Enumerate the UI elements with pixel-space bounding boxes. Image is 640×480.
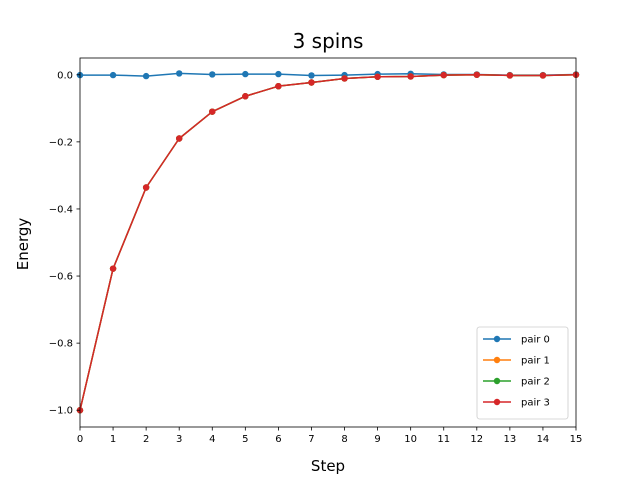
x-tick-label: 9 (374, 434, 380, 445)
legend-entry: pair 0 (483, 335, 550, 346)
x-tick-label: 7 (308, 434, 314, 445)
legend-entry: pair 2 (483, 377, 550, 388)
data-point (506, 72, 514, 79)
x-axis-label: Step (311, 457, 345, 475)
data-point (242, 70, 249, 78)
series-layer (76, 70, 580, 414)
data-point (176, 70, 183, 77)
x-tick-label: 8 (341, 434, 347, 445)
y-tick-label: −0.6 (49, 272, 73, 283)
data-point (341, 75, 348, 82)
x-tick-label: 5 (242, 434, 248, 445)
legend-marker (493, 356, 501, 364)
legend-entry: pair 3 (483, 398, 550, 409)
data-point (275, 82, 282, 90)
y-tick-label: −0.2 (49, 137, 73, 148)
x-tick-label: 10 (404, 434, 417, 445)
data-point (242, 93, 249, 100)
x-tick-label: 14 (537, 434, 550, 445)
data-point (109, 71, 117, 79)
legend-label: pair 2 (521, 377, 550, 388)
plot-frame (79, 57, 577, 428)
x-tick-label: 13 (503, 434, 516, 445)
x-tick-label: 6 (275, 434, 281, 445)
legend: pair 0 pair 1 pair 2 pair 3 (476, 326, 569, 420)
legend-label: pair 0 (521, 335, 550, 346)
data-point (308, 72, 315, 79)
data-point (539, 72, 547, 79)
y-tick-label: 0.0 (57, 70, 73, 81)
data-point (308, 79, 315, 86)
legend-marker (493, 377, 501, 385)
data-point (407, 73, 414, 80)
series-line (79, 74, 577, 411)
data-point (473, 71, 480, 78)
x-tick-label: 15 (570, 434, 583, 445)
y-tick-label: −1.0 (49, 406, 73, 417)
legend-box (476, 326, 569, 420)
data-point (142, 72, 150, 80)
data-point (109, 265, 117, 272)
x-tick-label: 12 (470, 434, 483, 445)
data-point (142, 184, 150, 191)
data-point (275, 70, 282, 78)
x-tick-label: 1 (110, 434, 116, 445)
legend-label: pair 1 (521, 356, 550, 367)
x-tick-label: 11 (437, 434, 450, 445)
data-point (440, 71, 447, 79)
y-axis-label: Energy (14, 218, 32, 271)
axes-layer: 0 1 2 3 4 5 6 7 8 9 10 11 12 13 14 150.0−0.2−0.4−0.6−0.… (49, 57, 583, 445)
x-tick-label: 4 (209, 434, 215, 445)
x-tick-label: 0 (77, 434, 83, 445)
chart-title: 3 spins (293, 29, 364, 53)
data-point (176, 135, 183, 142)
y-tick-label: −0.4 (49, 204, 73, 215)
x-tick-label: 2 (143, 434, 149, 445)
data-point (209, 71, 216, 78)
data-point (209, 108, 216, 115)
legend-marker (493, 335, 501, 343)
y-tick-label: −0.8 (49, 339, 73, 350)
data-point (374, 73, 381, 80)
legend-label: pair 3 (521, 398, 550, 409)
legend-marker (493, 398, 501, 406)
legend-entry: pair 1 (483, 356, 550, 367)
x-tick-label: 3 (176, 434, 182, 445)
